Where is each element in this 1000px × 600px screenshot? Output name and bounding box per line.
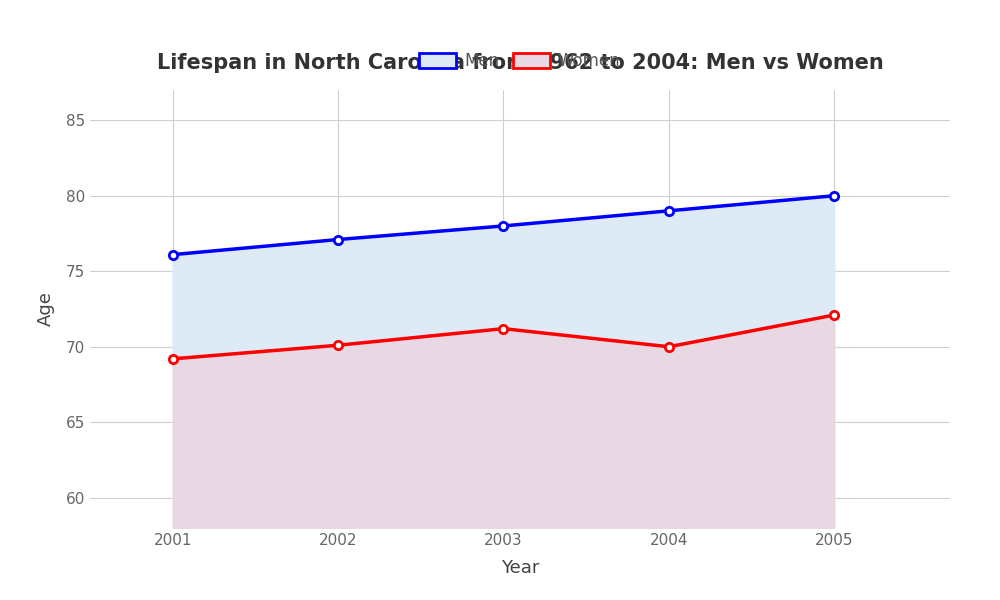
- Legend: Men, Women: Men, Women: [413, 46, 627, 77]
- Y-axis label: Age: Age: [37, 292, 55, 326]
- Title: Lifespan in North Carolina from 1962 to 2004: Men vs Women: Lifespan in North Carolina from 1962 to …: [157, 53, 883, 73]
- X-axis label: Year: Year: [501, 559, 539, 577]
